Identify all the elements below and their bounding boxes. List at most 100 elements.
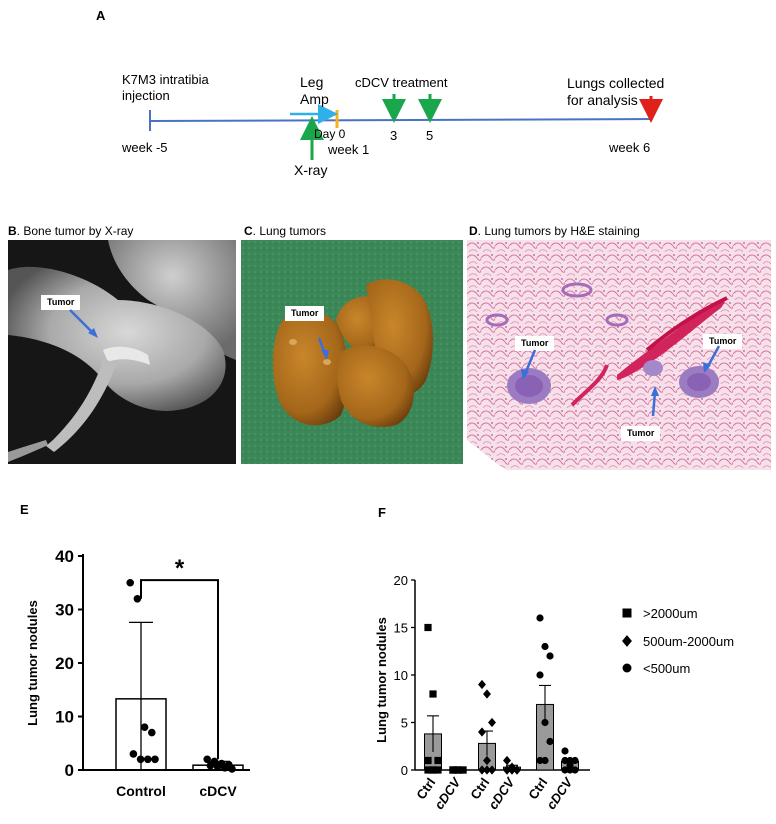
e-significance-bracket [140, 579, 219, 760]
e-y-tick-label: 30 [55, 601, 74, 620]
panel-c-letter: C [244, 224, 253, 238]
panel-c-caption: C. Lung tumors [244, 224, 326, 238]
panel-b-caption: B. Bone tumor by X-ray [8, 224, 133, 238]
e-point-control [136, 755, 145, 764]
leg-amp-label-line1: Leg [300, 74, 324, 90]
e-y-axis-label: Lung tumor nodules [25, 600, 40, 726]
f-point [483, 765, 491, 775]
f-point [488, 765, 496, 775]
f-point [429, 690, 437, 698]
f-point [536, 614, 544, 622]
f-point [566, 766, 574, 774]
injection-label: K7M3 intratibia injection [122, 72, 209, 104]
lungs-collected-label: Lungs collected for analysis [567, 75, 664, 109]
injection-label-line1: K7M3 intratibia [122, 72, 209, 87]
e-y-tick-label: 0 [65, 761, 74, 780]
e-x-tick-label: Control [116, 783, 166, 799]
f-y-axis-label: Lung tumor nodules [374, 617, 389, 743]
e-point-cdcv [206, 761, 215, 770]
f-point [488, 717, 496, 728]
f-point [478, 765, 486, 775]
f-point [546, 737, 554, 746]
xray-label: X-ray [294, 162, 328, 178]
f-point [424, 756, 432, 765]
f-point [503, 755, 511, 766]
panel-d-caption-text: . Lung tumors by H&E staining [477, 224, 640, 238]
e-point-cdcv [221, 764, 229, 772]
day0-label: Day 0 [314, 127, 346, 141]
e-point-control [126, 578, 134, 587]
f-point [561, 766, 569, 774]
f-legend-label: >2000um [643, 606, 698, 621]
f-y-tick-label: 15 [394, 621, 408, 636]
xray-tumor-arrow [69, 309, 98, 338]
f-legend-label: 500um-2000um [643, 634, 734, 649]
f-x-tick-label: cDCV [431, 774, 464, 812]
panel-b-caption-text: . Bone tumor by X-ray [16, 224, 134, 238]
f-legend-label: <500um [643, 661, 690, 676]
e-point-control [151, 755, 159, 764]
e-y-tick-label: 40 [55, 547, 74, 566]
e-y-tick-label: 20 [55, 654, 74, 673]
e-point-control [148, 728, 156, 737]
f-y-tick-label: 5 [401, 716, 408, 731]
leg-amp-label-line2: Amp [300, 91, 329, 107]
e-significance-star: * [175, 555, 185, 582]
f-point [541, 642, 549, 651]
week-minus5-label: week -5 [122, 140, 168, 155]
timeline-axis [149, 118, 653, 122]
lung-photo: Tumor [241, 240, 463, 464]
lungs-collected-line2: for analysis [567, 92, 638, 108]
e-point-control [144, 755, 152, 764]
f-y-tick-label: 20 [394, 573, 408, 588]
f-legend-marker [622, 663, 632, 673]
lung-photo-drawing [241, 240, 463, 464]
e-x-tick-label: cDCV [199, 783, 237, 799]
f-point [571, 756, 579, 765]
e-point-cdcv [228, 765, 236, 773]
f-x-tick-label: cDCV [543, 774, 576, 812]
week1-label: week 1 [328, 142, 370, 157]
f-point [429, 766, 437, 774]
f-y-tick-label: 10 [394, 668, 408, 683]
panel-b-letter: B [8, 224, 17, 238]
chart-e: 0 10 20 30 40 Lung tumor nodules Control cDCV * [25, 547, 250, 799]
day3-label: 3 [390, 128, 398, 143]
panel-a-letter: A [96, 8, 106, 23]
e-point-control [133, 595, 142, 603]
he-tumor-label-left: Tumor [515, 336, 555, 351]
panel-d-letter: D [469, 224, 478, 238]
f-point [561, 756, 569, 765]
f-point [483, 755, 491, 766]
f-point [503, 765, 511, 775]
f-point [434, 766, 442, 774]
he-tumor-label-bottom: Tumor [621, 426, 661, 441]
e-point-cdcv [203, 755, 211, 764]
f-point [546, 652, 554, 660]
lungs-collected-line1: Lungs collected [567, 75, 665, 91]
f-point [424, 623, 432, 632]
f-point [449, 766, 457, 774]
timeline-diagram [149, 94, 663, 160]
f-x-tick-label: cDCV [485, 774, 518, 812]
treatment-label: cDCV treatment [355, 75, 448, 90]
f-point [508, 765, 516, 775]
f-y-tick-label: 0 [401, 763, 408, 778]
f-legend-marker [622, 635, 632, 647]
xray-image: Tumor [8, 240, 236, 464]
f-point [536, 671, 544, 679]
f-point [459, 766, 467, 774]
f-point [561, 747, 569, 755]
f-point [434, 756, 442, 765]
e-point-control [129, 750, 138, 758]
e-y-tick-label: 10 [55, 708, 74, 727]
panel-c-caption-text: . Lung tumors [252, 224, 327, 238]
e-point-control [140, 723, 149, 731]
he-stain-image: Tumor Tumor Tumor [467, 240, 771, 470]
panel-d-caption: D. Lung tumors by H&E staining [469, 224, 640, 238]
f-point [478, 727, 486, 737]
lung-photo-tumor-arrow [317, 337, 329, 360]
f-point [478, 679, 486, 690]
panel-f-letter: F [378, 505, 386, 520]
